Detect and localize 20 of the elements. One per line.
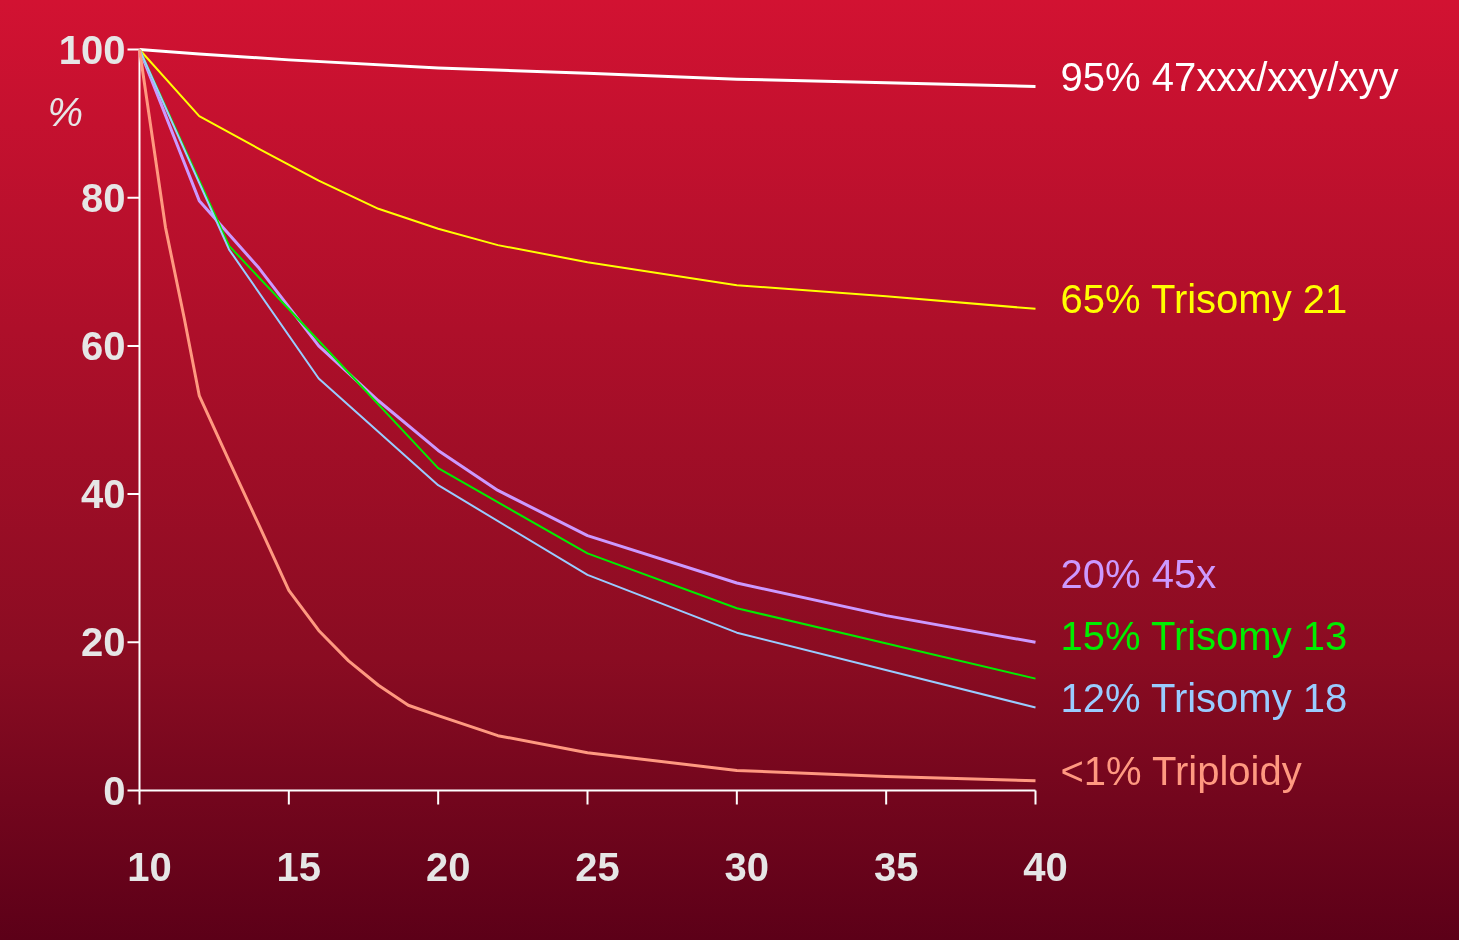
y-axis-title: %	[47, 89, 84, 134]
y-tick-label: 20	[81, 620, 126, 665]
series-label: 20% 45x	[1060, 551, 1217, 596]
x-tick-label: 35	[873, 844, 919, 889]
x-tick-label: 10	[127, 844, 172, 889]
y-tick-label: 60	[81, 323, 126, 368]
y-tick-label: 100	[58, 27, 126, 72]
series-label: 12% Trisomy 18	[1060, 675, 1348, 720]
x-tick-label: 30	[724, 844, 770, 889]
x-tick-label: 40	[1023, 844, 1068, 889]
series-label: 65% Trisomy 21	[1060, 276, 1348, 321]
x-tick-label: 20	[425, 844, 471, 889]
x-tick-label: 15	[276, 844, 322, 889]
y-tick-label: 40	[81, 472, 126, 517]
y-tick-label: 80	[81, 175, 126, 220]
series-label: 15% Trisomy 13	[1060, 613, 1348, 658]
series-label: 95% 47xxx/xxy/xyy	[1060, 54, 1399, 99]
series-label: <1% Triploidy	[1060, 748, 1302, 793]
x-tick-label: 25	[575, 844, 620, 889]
y-tick-label: 0	[103, 768, 126, 813]
